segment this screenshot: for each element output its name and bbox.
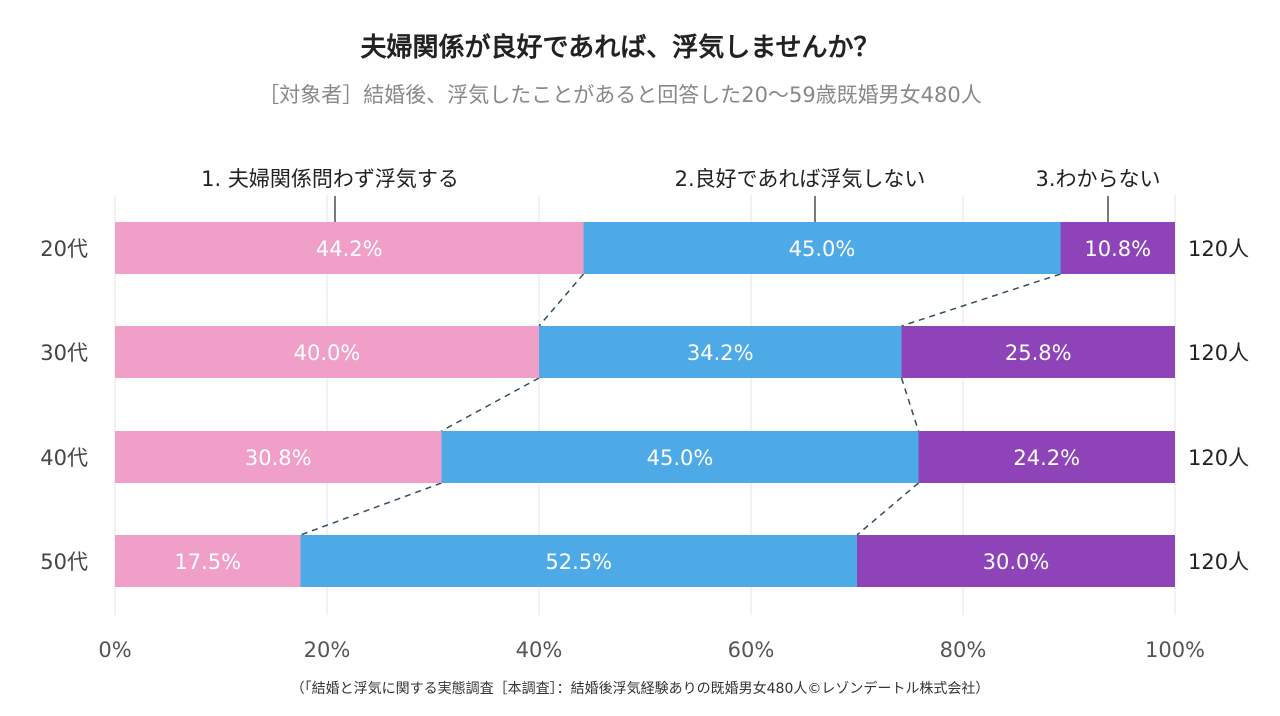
data-label: 40.0% <box>294 341 361 365</box>
total-label: 120人 <box>1188 237 1249 261</box>
data-label: 34.2% <box>687 341 754 365</box>
connector-line <box>900 377 920 432</box>
total-label: 120人 <box>1188 550 1249 574</box>
bar-segment <box>857 535 1175 587</box>
x-tick-label: 80% <box>940 638 987 662</box>
bar-segment <box>300 535 857 587</box>
data-label: 44.2% <box>316 237 383 261</box>
total-label: 120人 <box>1188 341 1249 365</box>
bar-segment <box>918 431 1175 483</box>
bar-segment <box>115 431 442 483</box>
data-label: 10.8% <box>1084 237 1151 261</box>
category-label: 30代 <box>40 341 88 365</box>
bar-segment <box>539 326 902 378</box>
x-tick-label: 100% <box>1145 638 1205 662</box>
data-label: 52.5% <box>545 550 612 574</box>
total-label: 120人 <box>1188 446 1249 470</box>
connector-line <box>441 377 540 432</box>
x-tick-label: 40% <box>516 638 563 662</box>
data-label: 45.0% <box>789 237 856 261</box>
legend-label: 2.良好であれば浮気しない <box>675 167 926 191</box>
chart-subtitle: ［対象者］結婚後、浮気したことがあると回答した20～59歳既婚男女480人 <box>258 83 982 107</box>
data-label: 45.0% <box>647 446 714 470</box>
bar-segment <box>583 222 1061 274</box>
bar-segment <box>115 222 584 274</box>
legend-label: 1. 夫婦関係問わず浮気する <box>201 167 459 191</box>
legend-label: 3.わからない <box>1035 167 1160 191</box>
bar-segment <box>1060 222 1175 274</box>
data-label: 25.8% <box>1005 341 1072 365</box>
source-note: （「結婚と浮気に関する実態調査［本調査］：結婚後浮気経験ありの既婚男女480人©… <box>291 680 990 697</box>
category-label: 20代 <box>40 237 88 261</box>
category-label: 50代 <box>40 550 88 574</box>
x-tick-label: 60% <box>728 638 775 662</box>
data-label: 24.2% <box>1013 446 1080 470</box>
data-label: 30.0% <box>983 550 1050 574</box>
x-tick-label: 20% <box>304 638 351 662</box>
connector-line <box>538 273 585 327</box>
bar-segment <box>115 326 539 378</box>
x-tick-label: 0% <box>98 638 131 662</box>
connector-line <box>856 482 919 536</box>
bar-segment <box>901 326 1175 378</box>
connector-line <box>901 273 1061 327</box>
category-label: 40代 <box>40 446 88 470</box>
data-label: 30.8% <box>245 446 312 470</box>
data-label: 17.5% <box>174 550 241 574</box>
connector-line <box>300 482 442 536</box>
chart-title: 夫婦関係が良好であれば、浮気しませんか？ <box>361 32 880 63</box>
bar-segment <box>441 431 919 483</box>
bar-segment <box>115 535 301 587</box>
